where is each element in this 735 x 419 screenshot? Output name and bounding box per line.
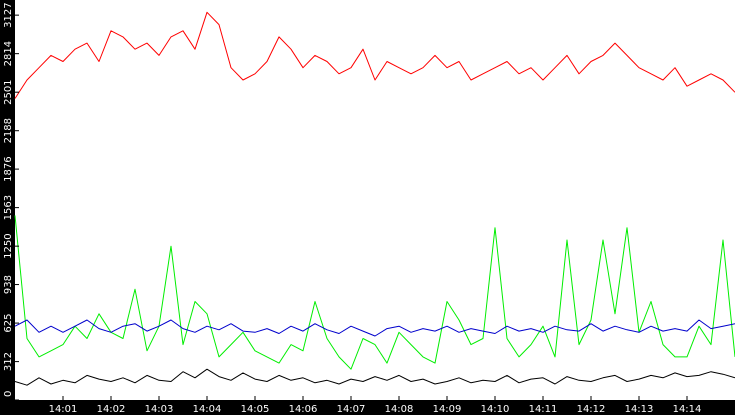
y-tick-label: 2501 (3, 79, 14, 104)
x-axis-band (0, 400, 735, 415)
y-tick-label: 1876 (3, 156, 14, 181)
y-tick-label: 1563 (3, 195, 14, 220)
y-tick-label: 2188 (3, 118, 14, 143)
series-line-3 (14, 368, 735, 386)
x-tick-label: 14:02 (97, 404, 126, 415)
y-tick-label: 938 (3, 275, 14, 294)
x-tick-label: 14:12 (577, 404, 606, 415)
x-tick-label: 14:05 (241, 404, 270, 415)
y-tick-label: 0 (3, 391, 14, 397)
x-tick-labels: 14:01 14:02 14:03 14:04 14:05 14:06 14:07 14:08… (49, 396, 702, 415)
x-tick-label: 14:06 (289, 404, 318, 415)
x-tick-label: 14:01 (49, 404, 78, 415)
x-tick-label: 14:14 (673, 404, 702, 415)
y-axis-band (0, 0, 15, 415)
y-tick-label: 625 (3, 314, 14, 333)
x-tick-label: 14:03 (145, 404, 174, 415)
x-tick-label: 14:11 (529, 404, 558, 415)
x-tick-label: 14:13 (625, 404, 654, 415)
x-tick-label: 14:08 (385, 404, 414, 415)
series-line-2 (14, 319, 735, 337)
x-tick-label: 14:09 (433, 404, 462, 415)
y-tick-label: 3127 (3, 2, 14, 27)
x-tick-label: 14:04 (193, 404, 222, 415)
y-tick-label: 2814 (3, 41, 14, 66)
series-line-0 (14, 11, 735, 99)
x-tick-label: 14:07 (337, 404, 366, 415)
series-layer (14, 11, 735, 386)
x-tick-label: 14:10 (481, 404, 510, 415)
series-line-1 (14, 215, 735, 370)
y-tick-label: 312 (3, 352, 14, 371)
y-tick-labels: 0 312 625 938 1250 1563 1876 2188 2501 2814 3127 (3, 2, 19, 401)
y-tick-label: 1250 (3, 233, 14, 258)
